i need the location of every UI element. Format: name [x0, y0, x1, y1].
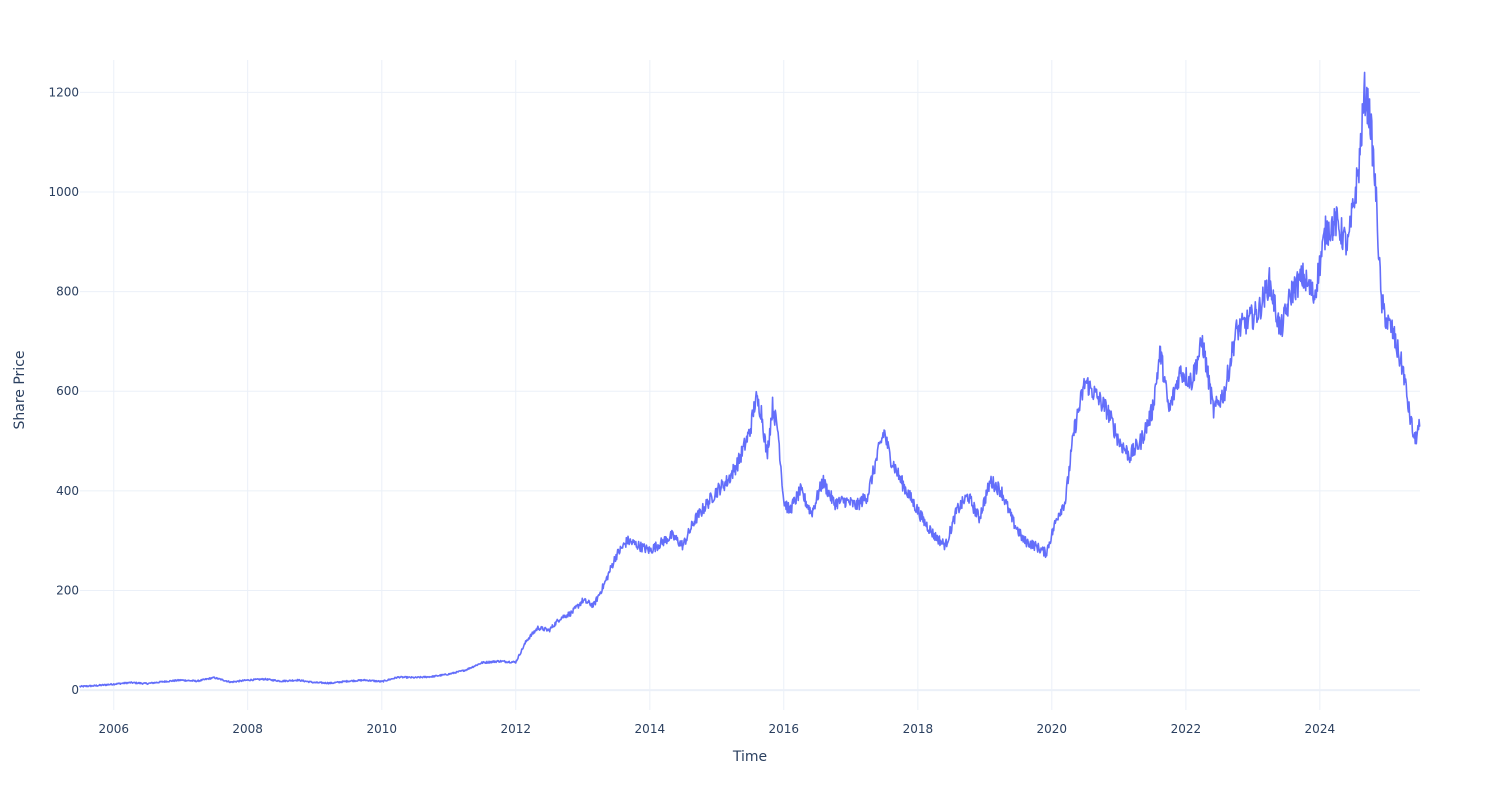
grid-lines — [80, 60, 1420, 710]
y-tick-label: 0 — [71, 683, 79, 697]
y-tick-label: 200 — [56, 583, 79, 597]
tick-labels: 2006 2008 2010 2012 2014 2016 2018 2020 2022 2024… — [48, 85, 1335, 736]
x-tick-label: 2018 — [903, 722, 934, 736]
x-tick-label: 2014 — [635, 722, 666, 736]
share-price-line — [79, 71, 1421, 688]
x-tick-label: 2016 — [768, 722, 799, 736]
y-tick-label: 400 — [56, 484, 79, 498]
x-tick-label: 2006 — [98, 722, 129, 736]
x-tick-label: 2024 — [1305, 722, 1336, 736]
x-tick-label: 2010 — [367, 722, 398, 736]
x-tick-label: 2022 — [1171, 722, 1202, 736]
y-axis-title: Share Price — [12, 350, 28, 429]
x-tick-label: 2020 — [1037, 722, 1068, 736]
series-layer — [79, 71, 1421, 688]
x-tick-label: 2012 — [500, 722, 531, 736]
y-tick-label: 800 — [56, 285, 79, 299]
x-axis-title: Time — [732, 749, 767, 765]
y-tick-label: 1200 — [48, 85, 79, 99]
y-tick-label: 1000 — [48, 185, 79, 199]
x-tick-label: 2008 — [232, 722, 263, 736]
y-tick-label: 600 — [56, 384, 79, 398]
